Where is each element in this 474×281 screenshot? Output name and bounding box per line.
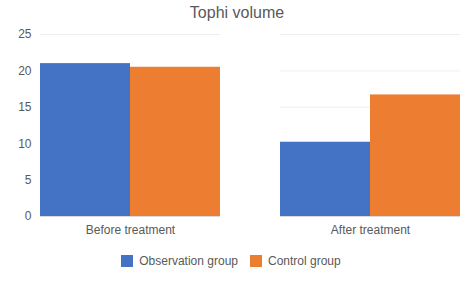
svg-text:0: 0 [25, 209, 32, 223]
svg-text:10: 10 [18, 137, 32, 151]
html-text:Tophi volume: Tophi volume [189, 4, 285, 21]
svg-text:15: 15 [18, 100, 32, 114]
html-text:Control group: Control group [268, 253, 341, 268]
svg-text:After treatment: After treatment [331, 223, 411, 237]
svg-text:25: 25 [18, 27, 32, 41]
svg-text:5: 5 [25, 173, 32, 187]
html-text:Observation group: Observation group [139, 253, 238, 268]
svg-text:Before treatment: Before treatment [86, 223, 176, 237]
svg-text:20: 20 [18, 64, 32, 78]
